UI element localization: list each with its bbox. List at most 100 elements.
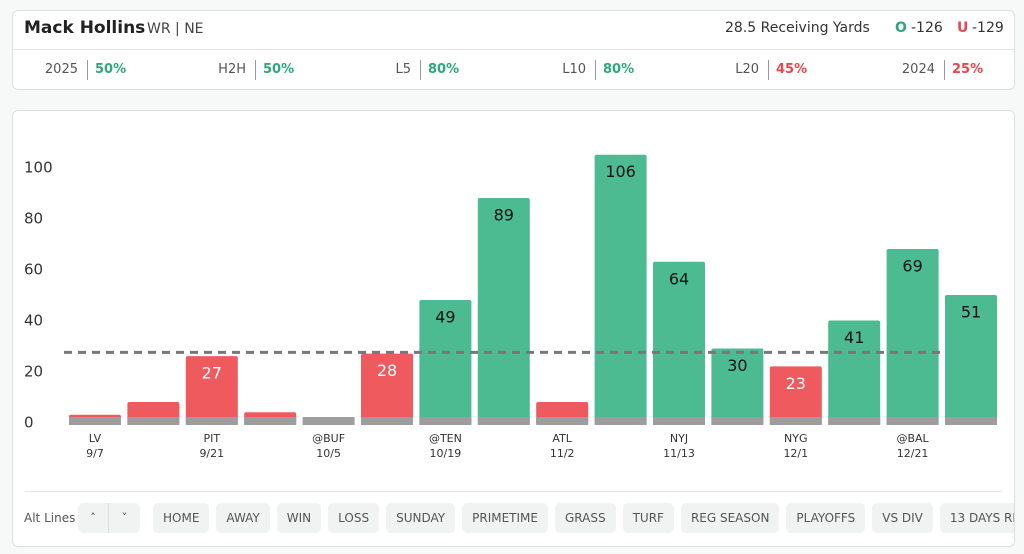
x-tick-label: ATL <box>552 432 572 445</box>
stat-divider <box>595 60 596 80</box>
prop-line: 28.5 Receiving Yards <box>725 20 870 36</box>
x-tick-label: NYJ <box>670 432 688 445</box>
stat-divider <box>255 60 256 80</box>
bar <box>945 294 997 425</box>
x-tick-label: PIT <box>203 432 220 445</box>
x-tick-label: @BAL <box>896 432 929 445</box>
data-label: 28 <box>377 361 397 380</box>
x-tick-label: LV <box>89 432 102 445</box>
filter-chip[interactable]: WIN <box>276 503 322 533</box>
x-tick-date: 11/13 <box>663 447 695 460</box>
x-tick-label: NYG <box>784 432 807 445</box>
filter-chip[interactable]: PLAYOFFS <box>786 503 866 533</box>
stat-divider <box>420 60 421 80</box>
y-tick-label: 20 <box>24 363 43 381</box>
bar-base <box>361 417 413 425</box>
stat-value: 50% <box>95 62 127 77</box>
filter-chip[interactable]: HOME <box>153 503 210 533</box>
bar-base <box>127 417 180 425</box>
filter-chip[interactable]: SUNDAY <box>386 503 456 533</box>
bar-base <box>419 417 472 425</box>
over-odds[interactable]: -126 <box>911 20 943 36</box>
y-tick-label: 60 <box>24 261 43 279</box>
bar <box>361 353 413 425</box>
filter-chip[interactable]: AWAY <box>216 503 270 533</box>
under-label[interactable]: U <box>957 20 969 36</box>
data-label: 30 <box>727 356 747 375</box>
data-label: 64 <box>669 269 689 288</box>
bar-base <box>886 417 939 425</box>
stat-divider <box>944 60 945 80</box>
player-name: Mack Hollins <box>24 18 146 38</box>
data-label: 106 <box>605 162 636 181</box>
filter-chip[interactable]: GRASS <box>554 503 616 533</box>
data-label: 23 <box>786 374 806 393</box>
bar-base <box>711 417 764 425</box>
x-tick-date: 9/21 <box>199 447 224 460</box>
stat-label: 2025 <box>44 62 78 77</box>
summary-card <box>12 10 1015 90</box>
filter-chip[interactable]: LOSS <box>328 503 380 533</box>
bar-base <box>945 417 997 425</box>
bar-base <box>769 417 822 425</box>
stat-label: H2H <box>218 62 246 77</box>
stepper-down[interactable]: ˅ <box>121 511 128 524</box>
stat-value: 25% <box>952 62 984 77</box>
under-odds[interactable]: -129 <box>972 20 1004 36</box>
y-tick-label: 40 <box>24 312 43 330</box>
data-label: 49 <box>435 308 455 327</box>
data-label: 89 <box>494 206 514 225</box>
bar <box>886 249 939 425</box>
x-tick-date: 12/1 <box>783 447 808 460</box>
bar <box>477 198 530 425</box>
x-tick-date: 11/2 <box>550 447 575 460</box>
x-tick-label: @BUF <box>312 432 345 445</box>
filter-chip[interactable]: TURF <box>622 503 674 533</box>
player-position: WR | NE <box>147 21 204 37</box>
data-label: 51 <box>961 302 981 321</box>
stat-value: 50% <box>263 62 295 77</box>
x-tick-date: 9/7 <box>86 447 104 460</box>
alt-lines-stepper[interactable]: ˄ ˅ <box>78 503 140 533</box>
bar-base <box>244 417 297 425</box>
x-tick-date: 12/21 <box>897 447 929 460</box>
filter-chip[interactable]: PRIMETIME <box>462 503 548 533</box>
bar-base <box>302 417 355 425</box>
divider <box>13 49 1014 50</box>
bar <box>653 261 705 425</box>
y-tick-label: 80 <box>24 210 43 228</box>
bar-base <box>185 417 238 425</box>
filter-chip[interactable]: VS DIV <box>872 503 933 533</box>
bar-base <box>653 417 705 425</box>
bar-base <box>828 417 881 425</box>
alt-lines-label: Alt Lines <box>24 511 76 525</box>
x-tick-label: @TEN <box>429 432 462 445</box>
over-label[interactable]: O <box>895 20 907 36</box>
stat-divider <box>768 60 769 80</box>
data-label: 69 <box>902 257 922 276</box>
bar <box>185 356 238 425</box>
x-tick-date: 10/5 <box>316 447 341 460</box>
bar <box>419 300 472 425</box>
data-label: 41 <box>844 328 864 347</box>
bar-base <box>69 417 121 425</box>
bar-base <box>536 417 589 425</box>
stepper-up[interactable]: ˄ <box>78 503 109 533</box>
bar-base <box>594 417 647 425</box>
stat-value: 80% <box>428 62 460 77</box>
bar <box>594 154 647 425</box>
stat-value: 45% <box>776 62 808 77</box>
stat-label: L20 <box>735 62 759 77</box>
bar <box>769 366 822 425</box>
stat-label: L5 <box>395 62 411 77</box>
filter-chip[interactable]: 13 DAYS REST <box>939 503 1014 533</box>
stat-value: 80% <box>603 62 635 77</box>
stat-label: 2024 <box>901 62 935 77</box>
bar-base <box>477 417 530 425</box>
y-tick-label: 0 <box>24 414 34 432</box>
y-tick-label: 100 <box>24 159 53 177</box>
filter-chip[interactable]: REG SEASON <box>680 503 780 533</box>
